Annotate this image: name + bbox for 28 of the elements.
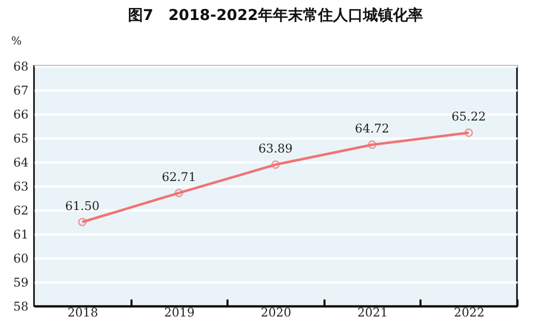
data-label: 62.71 (162, 170, 196, 184)
y-tick-label: 64 (13, 156, 29, 170)
x-tick-label: 2021 (357, 306, 388, 320)
x-tick-label: 2019 (164, 306, 195, 320)
point (464, 128, 473, 137)
y-tick-label: 66 (13, 108, 28, 122)
data-label: 63.89 (258, 142, 293, 156)
y-tick-label: 65 (13, 132, 28, 146)
point (78, 218, 87, 226)
data-label: 65.22 (452, 110, 486, 124)
y-tick-label: 67 (13, 84, 28, 98)
y-tick-label: 60 (13, 252, 28, 266)
point (174, 188, 184, 198)
y-tick-label: 58 (13, 300, 28, 314)
y-tick-label: 59 (13, 276, 28, 290)
chart-title: 图7 2018-2022年年末常住人口城镇化率 (128, 6, 424, 24)
x-tick-label: 2020 (260, 306, 292, 320)
point (368, 140, 376, 149)
y-axis-title: % (11, 34, 22, 48)
data-label: 61.50 (65, 199, 100, 213)
x-tick-label: 2018 (68, 306, 98, 320)
x-tick-label: 2022 (454, 306, 484, 320)
data-label: 64.72 (354, 122, 390, 136)
y-tick-label: 68 (13, 60, 28, 74)
y-tick-label: 63 (13, 180, 28, 194)
point (271, 160, 280, 169)
y-tick-label: 62 (13, 204, 28, 218)
y-tick-label: 61 (13, 228, 28, 242)
